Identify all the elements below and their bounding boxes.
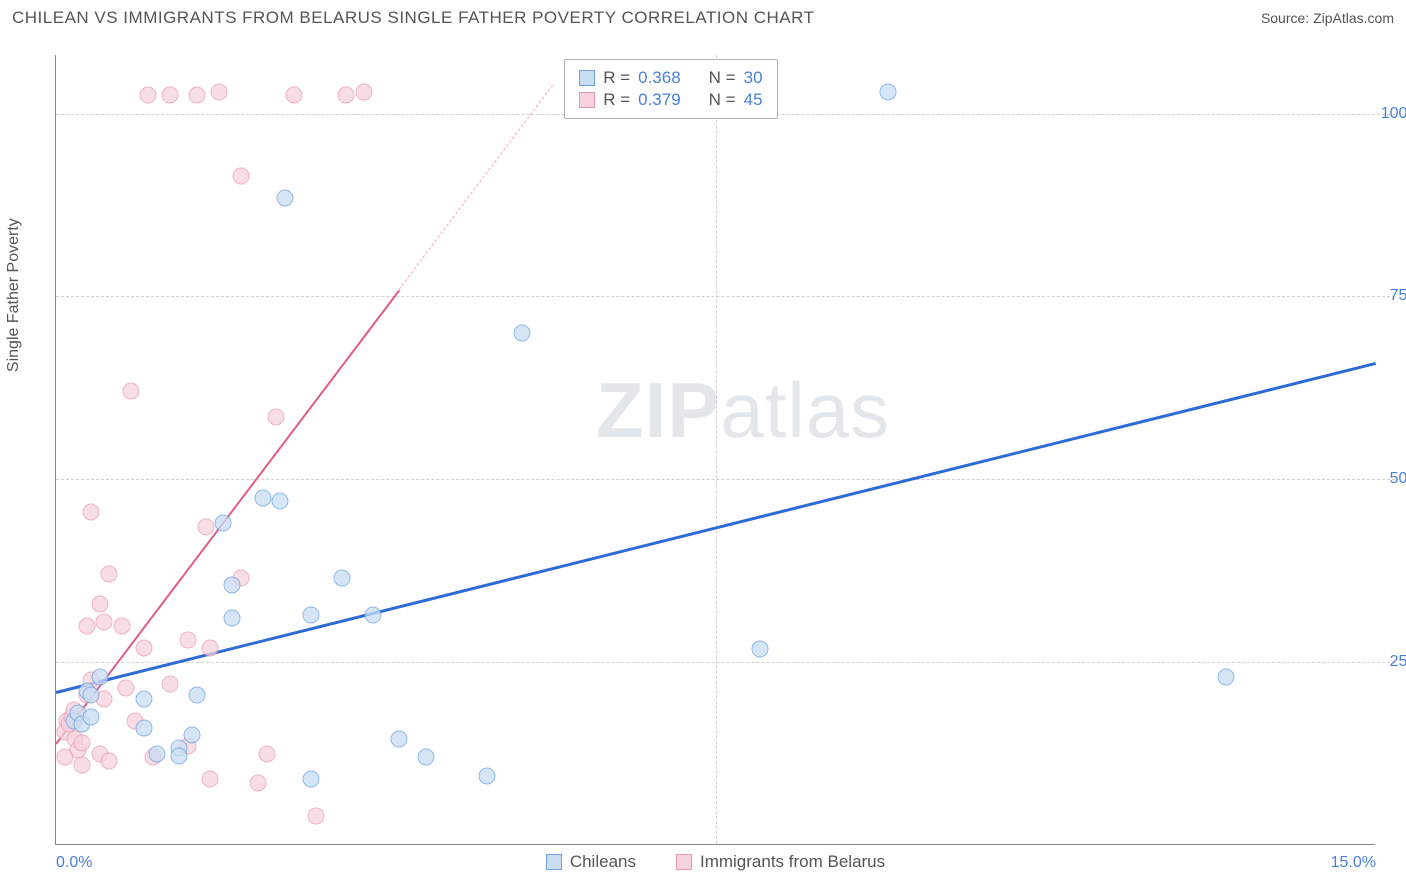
data-point [136,690,153,707]
y-tick-label: 25.0% [1390,653,1406,671]
data-point [417,749,434,766]
legend-label: Chileans [570,852,636,872]
data-point [364,606,381,623]
data-point [307,807,324,824]
data-point [210,83,227,100]
data-point [78,617,95,634]
data-point [83,504,100,521]
data-point [276,189,293,206]
y-tick-label: 75.0% [1390,287,1406,305]
legend-swatch-icon [546,854,562,870]
data-point [259,745,276,762]
data-point [356,83,373,100]
stats-row: R = 0.368 N = 30 [579,68,762,88]
data-point [215,515,232,532]
stat-r-label: R = [603,90,630,110]
data-point [752,640,769,657]
data-point [83,687,100,704]
data-point [96,613,113,630]
legend-swatch-icon [676,854,692,870]
data-point [162,87,179,104]
data-point [136,719,153,736]
data-point [92,595,109,612]
gridline-v [716,55,717,844]
data-point [171,747,188,764]
stat-n-value: 45 [744,90,763,110]
data-point [118,679,135,696]
watermark: ZIPatlas [596,365,890,456]
data-point [92,668,109,685]
data-point [879,83,896,100]
data-point [224,577,241,594]
stat-r-value: 0.379 [638,90,681,110]
stat-r-label: R = [603,68,630,88]
data-point [479,767,496,784]
data-point [303,771,320,788]
gridline-h [56,662,1395,663]
data-point [74,756,91,773]
series-legend: Chileans Immigrants from Belarus [56,852,1375,872]
data-point [303,606,320,623]
stats-row: R = 0.379 N = 45 [579,90,762,110]
data-point [268,409,285,426]
data-point [149,745,166,762]
data-point [202,771,219,788]
data-point [272,493,289,510]
data-point [250,774,267,791]
legend-item-b: Immigrants from Belarus [676,852,885,872]
data-point [391,730,408,747]
data-point [232,167,249,184]
legend-item-a: Chileans [546,852,636,872]
gridline-h [56,296,1395,297]
y-axis-label: Single Father Poverty [5,218,23,372]
data-point [100,566,117,583]
y-tick-label: 50.0% [1390,470,1406,488]
legend-swatch-icon [579,92,595,108]
data-point [188,87,205,104]
data-point [514,324,531,341]
data-point [180,632,197,649]
data-point [338,87,355,104]
stat-n-label: N = [709,90,736,110]
data-point [334,570,351,587]
source-attribution: Source: ZipAtlas.com [1261,10,1394,26]
x-tick-label: 15.0% [1331,854,1376,872]
data-point [162,676,179,693]
data-point [197,518,214,535]
stat-n-label: N = [709,68,736,88]
data-point [136,639,153,656]
trend-line [399,84,554,289]
data-point [114,617,131,634]
data-point [184,727,201,744]
data-point [285,87,302,104]
data-point [202,639,219,656]
y-tick-label: 100.0% [1381,105,1406,123]
legend-swatch-icon [579,70,595,86]
data-point [122,383,139,400]
data-point [100,752,117,769]
data-point [1218,668,1235,685]
data-point [254,489,271,506]
data-point [83,708,100,725]
data-point [74,734,91,751]
stat-r-value: 0.368 [638,68,681,88]
plot-area: ZIPatlas Chileans Immigrants from Belaru… [55,55,1375,845]
stats-legend: R = 0.368 N = 30 R = 0.379 N = 45 [564,59,777,119]
data-point [140,87,157,104]
chart-title: CHILEAN VS IMMIGRANTS FROM BELARUS SINGL… [12,8,814,28]
x-tick-label: 0.0% [56,854,92,872]
data-point [224,610,241,627]
legend-label: Immigrants from Belarus [700,852,885,872]
stat-n-value: 30 [744,68,763,88]
data-point [188,687,205,704]
